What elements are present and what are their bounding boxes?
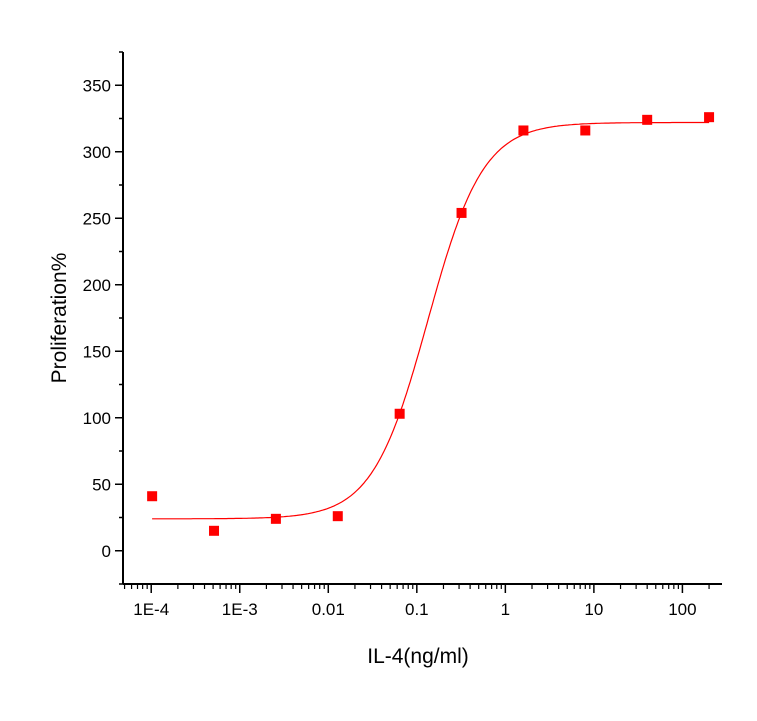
y-tick-label: 100 <box>83 409 111 428</box>
axes: 0 50 100 150 200 250 300 350 1E-4 1E-3 0.01 0.1 1 10 1… <box>83 51 722 619</box>
data-point <box>456 207 467 218</box>
fit-curve <box>152 121 710 520</box>
data-point <box>518 125 529 136</box>
data-point <box>394 408 405 419</box>
data-point <box>580 125 591 136</box>
y-axis-label: Proliferation% <box>48 253 71 384</box>
y-tick-label: 250 <box>83 209 111 228</box>
data-point <box>704 112 715 123</box>
y-tick-label: 150 <box>83 342 111 361</box>
x-tick-label: 0.1 <box>405 600 429 619</box>
data-point <box>642 114 653 125</box>
x-tick-label: 100 <box>668 600 696 619</box>
x-tick-label: 1 <box>501 600 510 619</box>
data-points <box>147 112 715 536</box>
data-point <box>270 513 281 524</box>
y-tick-label: 200 <box>83 276 111 295</box>
x-axis-label: IL-4(ng/ml) <box>367 645 469 668</box>
x-tick-label: 0.01 <box>312 600 345 619</box>
y-tick-label: 350 <box>83 76 111 95</box>
y-tick-label: 50 <box>92 475 111 494</box>
data-point <box>209 525 220 536</box>
fit-curve-group <box>152 121 710 520</box>
data-point <box>332 511 343 522</box>
x-tick-label: 1E-4 <box>133 600 169 619</box>
y-tick-label: 300 <box>83 143 111 162</box>
y-tick-label: 0 <box>102 542 111 561</box>
data-point <box>147 491 158 502</box>
x-tick-label: 1E-3 <box>222 600 258 619</box>
x-tick-label: 10 <box>584 600 603 619</box>
